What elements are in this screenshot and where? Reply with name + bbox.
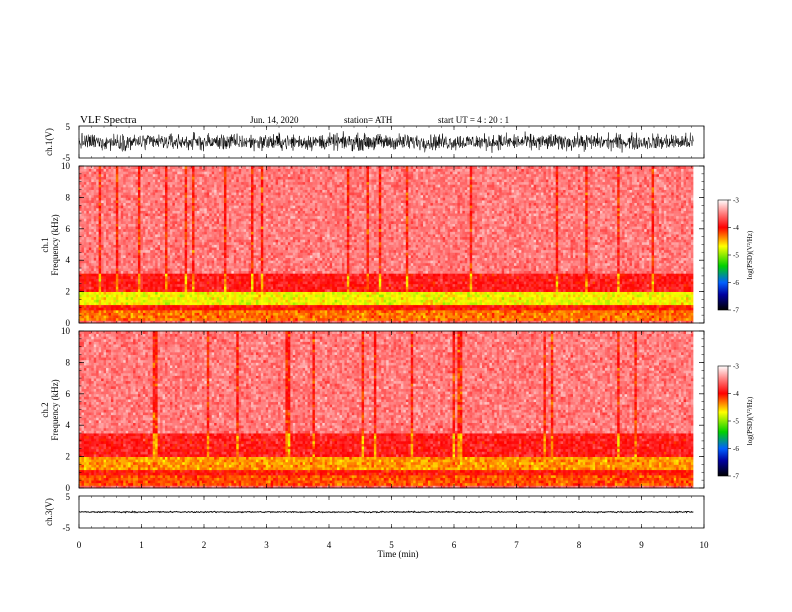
colorbar-1-tick-4: -7 xyxy=(733,307,739,315)
colorbar-2-tick-1: -4 xyxy=(733,390,739,398)
ch1-spectrogram-ytick-3: 6 xyxy=(66,224,71,234)
colorbar-1-tick-2: -5 xyxy=(733,252,739,260)
time-tick-9: 9 xyxy=(639,540,644,550)
station-label: station= ATH xyxy=(344,115,393,125)
time-tick-2: 2 xyxy=(202,540,207,550)
ch1-ytick-top: 5 xyxy=(66,122,71,132)
colorbar-1-tick-3: -6 xyxy=(733,279,739,287)
colorbar-1-gradient xyxy=(718,200,728,310)
colorbar-2-label: log(PSD)(V²/Hz) xyxy=(746,396,754,445)
ch1-spectrogram-image xyxy=(79,166,704,323)
ch2-spectrogram-ylabel-line1: ch.2 xyxy=(40,402,50,417)
ch1-spectrogram-ytick-1: 2 xyxy=(66,287,71,297)
ch1-spectrogram-ylabel-line1: ch.1 xyxy=(40,237,50,252)
time-tick-7: 7 xyxy=(514,540,519,550)
ch2-spectrogram-ytick-3: 6 xyxy=(66,389,71,399)
ch3-waveform-ylabel: ch.3(V) xyxy=(44,498,54,526)
time-axis-label: Time (min) xyxy=(378,549,419,559)
ch2-spectrogram-ytick-1: 2 xyxy=(66,452,71,462)
ch1-spectrogram-ytick-5: 10 xyxy=(61,161,71,171)
colorbar-2-tick-2: -5 xyxy=(733,418,739,426)
colorbar-1: -3 -4 -5 -6 -7 log(PSD)(V²/Hz) xyxy=(718,197,754,315)
colorbar-2-tick-4: -7 xyxy=(733,473,739,481)
ch1-spectrogram-ytick-2: 4 xyxy=(66,255,71,265)
ch2-spectrogram-ytick-5: 10 xyxy=(61,326,71,336)
ch2-spectrogram-ytick-2: 4 xyxy=(66,420,71,430)
colorbar-1-label: log(PSD)(V²/Hz) xyxy=(746,230,754,279)
time-tick-8: 8 xyxy=(577,540,582,550)
colorbar-2-tick-0: -3 xyxy=(733,363,739,371)
time-tick-1: 1 xyxy=(139,540,144,550)
ch1-waveform-ylabel: ch.1(V) xyxy=(44,128,54,156)
colorbar-1-tick-1: -4 xyxy=(733,224,739,232)
time-tick-10: 10 xyxy=(700,540,710,550)
ch3-waveform-panel: 5 -5 ch.3(V) xyxy=(44,492,704,533)
ch3-ytick-bottom: -5 xyxy=(63,523,71,533)
ch3-ytick-top: 5 xyxy=(66,492,71,502)
ch1-spectrogram-ytick-4: 8 xyxy=(66,192,71,202)
colorbar-1-tick-0: -3 xyxy=(733,197,739,205)
figure-title: VLF Spectra xyxy=(80,114,137,126)
ch1-waveform-panel: 5 -5 ch.1(V) xyxy=(44,122,704,163)
ch2-spectrogram-image xyxy=(79,331,704,488)
ch2-spectrogram-ylabel-line2: Frequency (kHz) xyxy=(50,379,60,440)
ch1-spectrogram-ylabel-line2: Frequency (kHz) xyxy=(50,214,60,275)
start-time-label: start UT = 4 : 20 : 1 xyxy=(438,115,509,125)
colorbar-2-tick-3: -6 xyxy=(733,445,739,453)
ch2-spectrogram-ytick-4: 8 xyxy=(66,357,71,367)
date-label: Jun. 14, 2020 xyxy=(250,115,299,125)
time-tick-3: 3 xyxy=(264,540,269,550)
time-tick-4: 4 xyxy=(327,540,332,550)
time-tick-6: 6 xyxy=(452,540,457,550)
colorbar-2: -3 -4 -5 -6 -7 log(PSD)(V²/Hz) xyxy=(718,363,754,481)
time-tick-0: 0 xyxy=(77,540,82,550)
colorbar-2-gradient xyxy=(718,366,728,476)
